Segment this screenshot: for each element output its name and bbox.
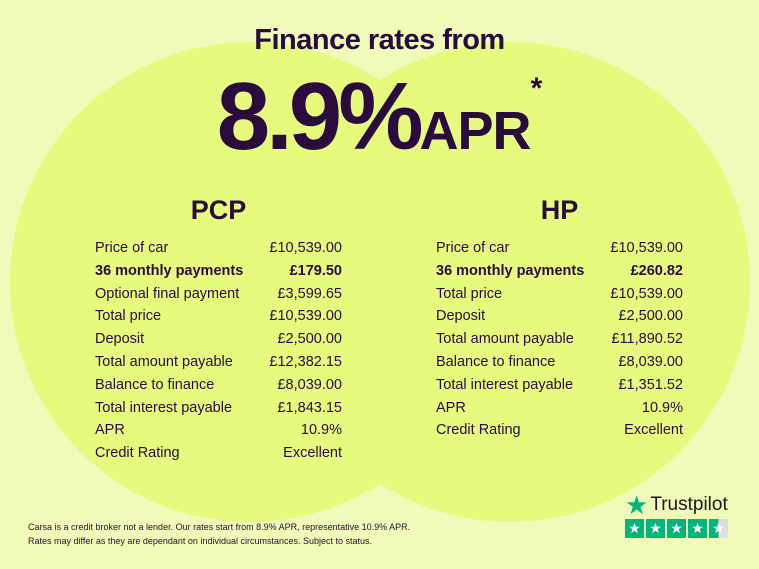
row-value: £10,539.00 [269, 240, 342, 256]
hp-title: HP [540, 195, 579, 225]
row-value: £179.50 [289, 262, 342, 279]
row-label: Balance to finance [436, 353, 556, 370]
table-row: Credit Rating Excellent [436, 419, 683, 442]
trustpilot-badge: ★ Trustpilot ★ ★ ★ ★ ★ [625, 490, 728, 538]
row-value: £12,382.15 [269, 353, 342, 370]
headline: Finance rates from [254, 24, 505, 56]
row-label: Total price [95, 308, 162, 325]
row-label: Total interest payable [95, 399, 233, 416]
row-label: 36 monthly payments [95, 262, 244, 279]
row-label: APR [436, 399, 466, 416]
row-label: Credit Rating [436, 422, 521, 439]
table-row: Credit Rating Excellent [95, 442, 342, 465]
row-label: Deposit [436, 308, 486, 325]
table-row: Deposit £2,500.00 [95, 328, 342, 351]
row-value: 10.9% [300, 422, 342, 439]
row-label: Price of car [436, 240, 510, 256]
apr-label: APR [419, 101, 532, 161]
table-row: Price of car £10,539.00 [436, 237, 683, 260]
row-label: Total price [436, 285, 503, 302]
row-value: £8,039.00 [618, 353, 683, 370]
disclaimer-line: Rates may differ as they are dependant o… [28, 536, 373, 546]
row-label: 36 monthly payments [436, 262, 585, 279]
table-row: 36 monthly payments £179.50 [95, 260, 342, 283]
row-value: £10,539.00 [610, 240, 683, 256]
table-row: Total amount payable £12,382.15 [95, 351, 342, 374]
rate-value: 8.9% [216, 63, 424, 170]
decorative-circle-right [270, 42, 750, 522]
hp-table: HP Price of car £10,539.00 36 monthly paym… [436, 195, 683, 442]
row-label: APR [95, 422, 125, 439]
row-value: £2,500.00 [277, 331, 342, 348]
table-row: Total amount payable £11,890.52 [436, 328, 683, 351]
table-row: 36 monthly payments £260.82 [436, 260, 683, 283]
row-value: £260.82 [630, 262, 683, 279]
row-value: £1,843.15 [277, 399, 342, 416]
row-value: £10,539.00 [610, 285, 683, 302]
pcp-title: PCP [190, 195, 247, 225]
row-value: £2,500.00 [618, 308, 683, 325]
trustpilot-name: Trustpilot [650, 494, 728, 515]
table-row: Total price £10,539.00 [95, 305, 342, 328]
row-value: £3,599.65 [277, 285, 342, 302]
star-icon: ★ [709, 519, 728, 538]
table-row: APR 10.9% [436, 397, 683, 420]
row-value: 10.9% [641, 399, 683, 416]
row-label: Credit Rating [95, 445, 180, 462]
table-row: Total interest payable £1,843.15 [95, 397, 342, 420]
row-label: Balance to finance [95, 376, 215, 393]
table-row: Total interest payable £1,351.52 [436, 374, 683, 397]
row-label: Total amount payable [95, 353, 233, 370]
star-icon: ★ [667, 519, 686, 538]
asterisk: * [530, 72, 543, 105]
table-row: Balance to finance £8,039.00 [95, 374, 342, 397]
disclaimer: Carsa is a credit broker not a lender. O… [28, 520, 410, 548]
disclaimer-line: Carsa is a credit broker not a lender. O… [28, 522, 411, 532]
star-icon: ★ [688, 519, 707, 538]
row-value: Excellent [624, 422, 683, 439]
table-row: Total price £10,539.00 [436, 283, 683, 306]
rate-headline: 8.9%APR* [0, 62, 759, 172]
row-value: £8,039.00 [277, 376, 342, 393]
row-label: Total amount payable [436, 331, 574, 348]
pcp-table: PCP Price of car £10,539.00 36 monthly pay… [95, 195, 342, 465]
star-icon: ★ [646, 519, 665, 538]
table-row: Balance to finance £8,039.00 [436, 351, 683, 374]
row-value: Excellent [283, 445, 342, 462]
row-label: Total interest payable [436, 376, 574, 393]
row-label: Optional final payment [95, 285, 240, 302]
row-label: Deposit [95, 331, 145, 348]
row-value: £1,351.52 [618, 376, 683, 393]
table-row: Price of car £10,539.00 [95, 237, 342, 260]
row-value: £11,890.52 [611, 331, 684, 348]
table-row: Deposit £2,500.00 [436, 305, 683, 328]
table-row: Optional final payment £3,599.65 [95, 283, 342, 306]
table-row: APR 10.9% [95, 419, 342, 442]
row-value: £10,539.00 [269, 308, 342, 325]
rating-stars: ★ ★ ★ ★ ★ [625, 519, 728, 538]
star-icon: ★ [625, 519, 644, 538]
row-label: Price of car [95, 240, 169, 256]
star-icon: ★ [625, 490, 649, 520]
